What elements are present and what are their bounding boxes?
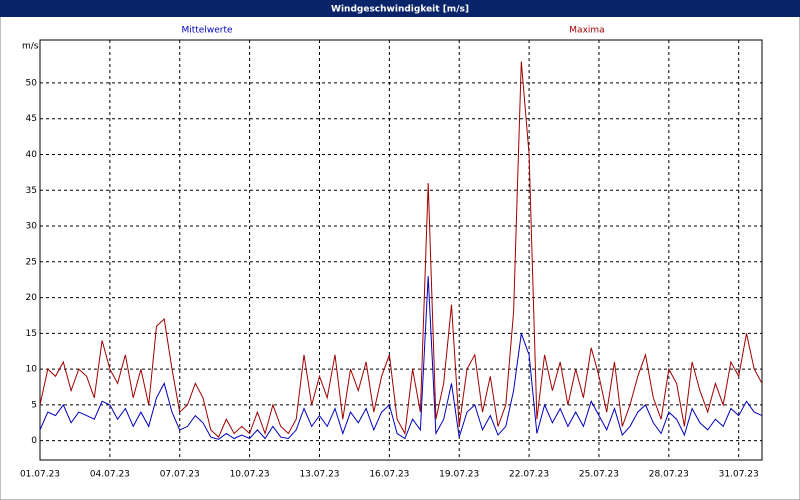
- y-tick-label: 25: [26, 257, 37, 267]
- x-tick-label: 19.07.23: [439, 470, 479, 480]
- x-tick-label: 10.07.23: [230, 470, 270, 480]
- y-tick-label: 35: [26, 186, 37, 196]
- x-tick-label: 13.07.23: [299, 470, 339, 480]
- series-line: [39, 61, 763, 438]
- y-tick-label: 0: [31, 436, 37, 446]
- y-tick-label: 30: [26, 222, 38, 232]
- series-line: [39, 276, 763, 440]
- x-tick-label: 16.07.23: [369, 470, 409, 480]
- y-tick-label: 10: [26, 365, 38, 375]
- x-tick-label: 07.07.23: [160, 470, 200, 480]
- legend-entry: Maxima: [569, 26, 604, 36]
- y-tick-label: 5: [31, 400, 37, 410]
- y-tick-label: 45: [26, 114, 37, 124]
- title-bar: [0, 0, 800, 17]
- x-tick-label: 25.07.23: [579, 470, 619, 480]
- legend-entry: Mittelwerte: [181, 26, 232, 36]
- x-tick-label: 04.07.23: [90, 470, 130, 480]
- x-tick-label: 28.07.23: [649, 470, 689, 480]
- x-tick-label: 01.07.23: [20, 470, 60, 480]
- y-tick-label: 50: [26, 78, 38, 88]
- y-tick-label: 20: [26, 293, 38, 303]
- plot-area: [39, 39, 763, 461]
- y-tick-label: 40: [26, 150, 38, 160]
- x-tick-label: 22.07.23: [509, 470, 549, 480]
- chart-title: Windgeschwindigkeit [m/s]: [331, 5, 469, 15]
- y-tick-label: 15: [26, 329, 37, 339]
- x-tick-label: 31.07.23: [719, 470, 759, 480]
- y-axis-label: m/s: [22, 42, 39, 52]
